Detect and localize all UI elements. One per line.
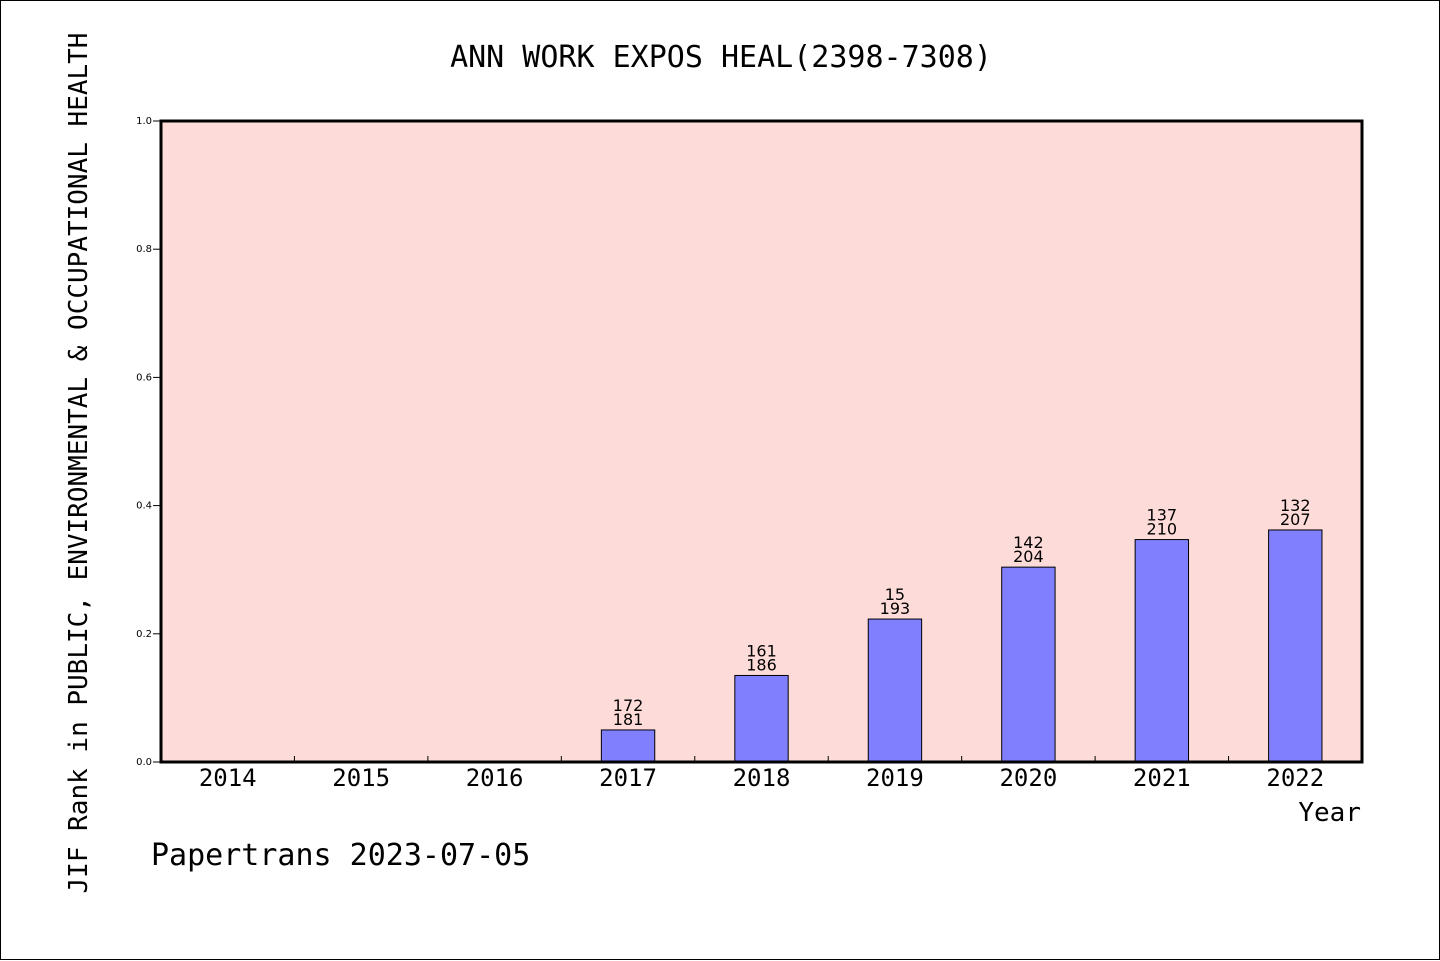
- bar-label-top: 137: [1147, 506, 1178, 525]
- bar-label-bottom: 181: [613, 710, 644, 729]
- bar-label-top: 172: [613, 696, 644, 715]
- y-axis-label: JIF Rank in PUBLIC, ENVIRONMENTAL & OCCU…: [64, 33, 94, 894]
- x-tick-label: 2021: [1133, 764, 1191, 792]
- x-tick-label: 2022: [1266, 764, 1324, 792]
- bar-label-bottom: 186: [746, 655, 777, 674]
- bar-label-top: 142: [1013, 533, 1044, 552]
- bar: [1134, 539, 1190, 763]
- x-axis-label: Year: [1298, 798, 1361, 828]
- bar: [1001, 566, 1056, 763]
- y-tick-label: 0.6: [136, 372, 152, 383]
- y-tick-label: 0.0: [136, 757, 152, 768]
- plot-frame: [159, 119, 1364, 764]
- bar-label-top: 15: [885, 585, 905, 604]
- y-tick-label: 1.0: [136, 116, 152, 127]
- bar-label-bottom: 210: [1147, 520, 1178, 539]
- x-tick-label: 2018: [733, 764, 791, 792]
- bar: [867, 618, 923, 763]
- bar-label-bottom: 204: [1013, 547, 1044, 566]
- bar: [600, 729, 656, 763]
- bar-label-top: 161: [746, 641, 777, 660]
- y-tick-label: 0.4: [136, 501, 152, 512]
- bar-label-bottom: 207: [1280, 510, 1311, 529]
- x-tick-label: 2015: [332, 764, 390, 792]
- bar: [734, 674, 789, 763]
- chart-title: ANN WORK EXPOS HEAL(2398-7308): [450, 40, 992, 75]
- ticks-group: 0.0 0.2 0.4 0.6 0.8 1.0 2014 2015 2016 2017 2018 20…: [136, 116, 1324, 792]
- x-tick-label: 2017: [599, 764, 657, 792]
- y-tick-label: 0.8: [136, 244, 152, 255]
- footer-credit: Papertrans 2023-07-05: [151, 838, 530, 873]
- x-tick-label: 2020: [999, 764, 1057, 792]
- x-tick-label: 2019: [866, 764, 924, 792]
- x-tick-label: 2016: [466, 764, 524, 792]
- bar-label-top: 132: [1280, 496, 1311, 515]
- bar: [1268, 529, 1323, 763]
- x-tick-label: 2014: [199, 764, 257, 792]
- bar-label-bottom: 193: [880, 599, 911, 618]
- y-tick-label: 0.2: [136, 629, 152, 640]
